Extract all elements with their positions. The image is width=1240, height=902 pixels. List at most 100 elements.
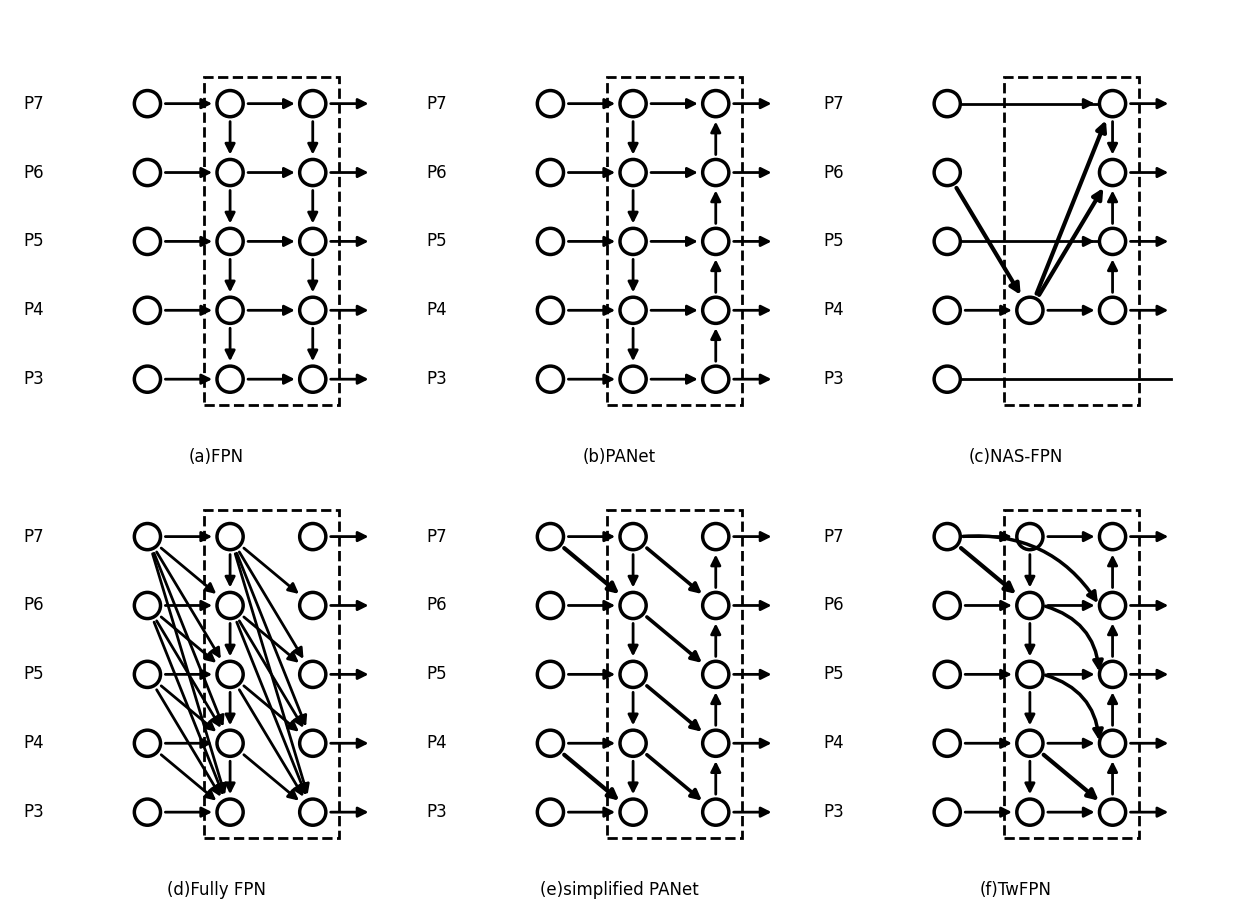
Text: P4: P4: [24, 301, 45, 319]
Circle shape: [934, 730, 960, 757]
Circle shape: [537, 160, 563, 186]
Text: P3: P3: [823, 803, 844, 821]
Circle shape: [134, 799, 160, 825]
Text: P4: P4: [24, 734, 45, 752]
Circle shape: [300, 160, 326, 186]
Circle shape: [620, 523, 646, 549]
Circle shape: [1100, 730, 1126, 757]
Circle shape: [1017, 730, 1043, 757]
Circle shape: [134, 523, 160, 549]
Circle shape: [217, 160, 243, 186]
Text: P6: P6: [24, 596, 45, 614]
Circle shape: [300, 730, 326, 757]
Circle shape: [537, 799, 563, 825]
Circle shape: [620, 160, 646, 186]
Circle shape: [703, 661, 729, 687]
Circle shape: [703, 90, 729, 116]
Text: P6: P6: [24, 163, 45, 181]
Text: P5: P5: [823, 666, 844, 684]
Circle shape: [934, 799, 960, 825]
Circle shape: [1017, 593, 1043, 619]
Circle shape: [300, 799, 326, 825]
Circle shape: [1017, 799, 1043, 825]
Circle shape: [134, 297, 160, 324]
Circle shape: [217, 297, 243, 324]
Text: P4: P4: [823, 301, 844, 319]
Text: (e)simplified PANet: (e)simplified PANet: [539, 881, 698, 899]
Circle shape: [703, 799, 729, 825]
Text: P3: P3: [24, 803, 45, 821]
Circle shape: [703, 523, 729, 549]
Text: P6: P6: [823, 596, 844, 614]
Circle shape: [537, 366, 563, 392]
Circle shape: [300, 523, 326, 549]
Text: P6: P6: [427, 163, 448, 181]
Circle shape: [1100, 297, 1126, 324]
Text: P4: P4: [823, 734, 844, 752]
Circle shape: [1100, 160, 1126, 186]
Circle shape: [620, 90, 646, 116]
Text: P4: P4: [427, 734, 448, 752]
Circle shape: [217, 523, 243, 549]
Circle shape: [934, 661, 960, 687]
Circle shape: [537, 593, 563, 619]
Circle shape: [217, 730, 243, 757]
Text: (a)FPN: (a)FPN: [188, 448, 244, 466]
Circle shape: [620, 297, 646, 324]
Text: P5: P5: [427, 666, 448, 684]
Circle shape: [134, 90, 160, 116]
Text: P5: P5: [427, 233, 448, 251]
Circle shape: [300, 90, 326, 116]
Text: P6: P6: [823, 163, 844, 181]
Circle shape: [134, 730, 160, 757]
Circle shape: [620, 661, 646, 687]
Circle shape: [934, 366, 960, 392]
Text: (b)PANet: (b)PANet: [583, 448, 656, 466]
Text: P3: P3: [823, 370, 844, 388]
Text: (c)NAS-FPN: (c)NAS-FPN: [968, 448, 1063, 466]
Circle shape: [934, 160, 960, 186]
Circle shape: [934, 297, 960, 324]
Text: P7: P7: [24, 95, 45, 113]
Circle shape: [537, 228, 563, 254]
Text: P7: P7: [427, 95, 448, 113]
Circle shape: [217, 90, 243, 116]
Circle shape: [537, 661, 563, 687]
Circle shape: [537, 90, 563, 116]
Circle shape: [703, 160, 729, 186]
Circle shape: [300, 593, 326, 619]
Circle shape: [1017, 297, 1043, 324]
Circle shape: [217, 228, 243, 254]
Circle shape: [1017, 523, 1043, 549]
Circle shape: [703, 297, 729, 324]
Text: P6: P6: [427, 596, 448, 614]
Circle shape: [134, 160, 160, 186]
Circle shape: [1100, 523, 1126, 549]
Circle shape: [217, 799, 243, 825]
Circle shape: [1100, 593, 1126, 619]
Text: P5: P5: [24, 233, 45, 251]
Text: P5: P5: [24, 666, 45, 684]
Circle shape: [703, 593, 729, 619]
Text: P7: P7: [24, 528, 45, 546]
Circle shape: [300, 297, 326, 324]
Circle shape: [537, 730, 563, 757]
Text: P7: P7: [823, 95, 844, 113]
Text: P3: P3: [24, 370, 45, 388]
Text: P7: P7: [823, 528, 844, 546]
Circle shape: [1017, 661, 1043, 687]
Circle shape: [1100, 228, 1126, 254]
Text: P7: P7: [427, 528, 448, 546]
Circle shape: [217, 366, 243, 392]
Circle shape: [620, 593, 646, 619]
Circle shape: [934, 593, 960, 619]
Circle shape: [537, 297, 563, 324]
Circle shape: [300, 228, 326, 254]
Circle shape: [620, 730, 646, 757]
Text: (f)TwFPN: (f)TwFPN: [980, 881, 1052, 899]
Circle shape: [934, 523, 960, 549]
Circle shape: [134, 661, 160, 687]
Circle shape: [217, 661, 243, 687]
Circle shape: [703, 366, 729, 392]
Circle shape: [620, 799, 646, 825]
